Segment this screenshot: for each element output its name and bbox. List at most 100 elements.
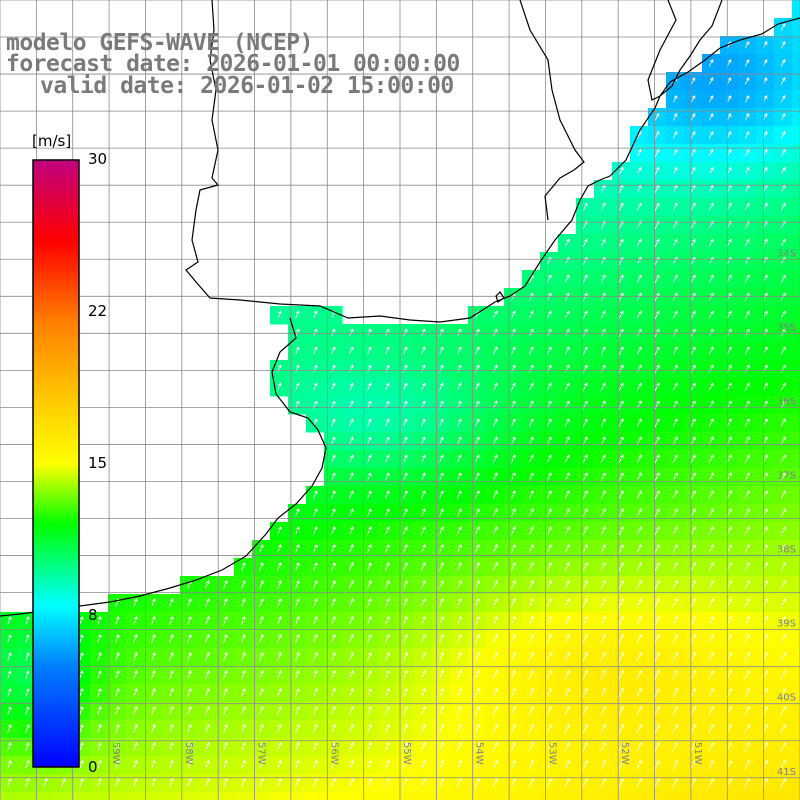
wind-speed-cell <box>504 792 523 800</box>
wind-arrow <box>744 202 750 211</box>
wind-arrow <box>618 598 624 608</box>
wind-arrow <box>186 724 192 734</box>
wind-arrow <box>654 436 660 446</box>
wind-arrow <box>276 310 282 320</box>
wind-arrow <box>456 742 462 752</box>
wind-arrow <box>222 724 228 734</box>
wind-arrow <box>672 490 678 500</box>
wind-arrow <box>708 149 714 157</box>
wind-arrow <box>420 724 426 734</box>
wind-arrow <box>744 418 750 428</box>
wind-arrow <box>348 544 354 554</box>
wind-speed-cell <box>90 792 109 800</box>
wind-arrow <box>204 724 210 734</box>
valid-date: valid date: 2026-01-02 15:00:00 <box>40 73 454 99</box>
wind-arrow <box>240 634 246 644</box>
wind-arrow <box>546 310 552 320</box>
wind-arrow <box>366 616 372 626</box>
wind-arrow <box>312 778 318 788</box>
wind-arrow <box>690 167 696 175</box>
wind-arrow <box>276 544 282 554</box>
wind-arrow <box>96 652 102 662</box>
wind-speed-cell <box>792 252 800 271</box>
wind-arrow <box>474 562 480 572</box>
wind-arrow <box>672 544 678 554</box>
wind-arrow <box>780 59 786 67</box>
wind-arrow <box>492 508 498 518</box>
wind-arrow <box>366 526 372 536</box>
wind-arrow <box>402 490 408 500</box>
wind-arrow <box>366 490 372 500</box>
wind-speed-cell <box>792 432 800 451</box>
wind-arrow <box>726 59 732 67</box>
wind-arrow <box>79 652 84 662</box>
wind-arrow <box>546 616 552 626</box>
wind-arrow <box>510 580 516 590</box>
wind-speed-cell <box>792 36 800 55</box>
wind-speed-cell <box>792 360 800 379</box>
wind-arrow <box>528 490 534 500</box>
wind-arrow <box>582 490 588 500</box>
wind-arrow <box>438 760 444 770</box>
wind-speed-cell <box>792 18 800 37</box>
wind-arrow <box>672 724 678 734</box>
wind-arrow <box>366 778 372 788</box>
wind-arrow <box>240 580 246 590</box>
wind-arrow <box>240 724 246 734</box>
wind-arrow <box>456 778 462 788</box>
wind-arrow <box>438 580 444 590</box>
wind-direction-arrows <box>6 23 786 788</box>
wind-arrow <box>186 742 192 752</box>
latitude-label: 39S <box>777 619 796 630</box>
wind-arrow <box>636 652 642 662</box>
wind-arrow <box>78 760 84 770</box>
wind-arrow <box>636 616 642 626</box>
wind-arrow <box>636 292 642 302</box>
wind-arrow <box>708 113 714 121</box>
wind-arrow <box>654 724 660 734</box>
wind-arrow <box>438 490 444 500</box>
wind-arrow <box>528 436 534 446</box>
wind-arrow <box>222 598 228 608</box>
wind-arrow <box>25 670 30 680</box>
wind-arrow <box>384 364 390 374</box>
wind-arrow <box>618 346 624 356</box>
wind-arrow <box>564 562 570 572</box>
wind-speed-cell <box>288 792 307 800</box>
wind-speed-cell <box>792 486 800 505</box>
wind-arrow <box>690 95 696 103</box>
wind-arrow <box>654 688 660 698</box>
wind-arrow <box>510 526 516 536</box>
wind-arrow <box>402 760 408 770</box>
wind-arrow <box>7 760 12 770</box>
longitude-label: 54W <box>474 742 485 765</box>
wind-arrow <box>330 454 336 464</box>
wind-arrow <box>780 256 786 266</box>
wind-arrow <box>528 598 534 608</box>
wind-arrow <box>600 778 606 788</box>
wind-speed-cell <box>792 54 800 73</box>
wind-arrow <box>330 634 336 644</box>
wind-arrow <box>780 346 786 356</box>
wind-arrow <box>672 454 678 464</box>
wind-arrow <box>564 634 570 644</box>
wind-arrow <box>654 184 660 193</box>
wind-arrow <box>636 167 642 175</box>
wind-arrow <box>168 670 174 680</box>
wind-arrow <box>510 778 516 788</box>
wind-arrow <box>654 598 660 608</box>
wind-arrow <box>582 418 588 428</box>
wind-arrow <box>600 346 606 356</box>
wind-arrow <box>708 238 714 247</box>
wind-arrow <box>672 688 678 698</box>
wind-speed-cell <box>792 774 800 793</box>
wind-arrow <box>708 562 714 572</box>
wind-arrow <box>420 652 426 662</box>
wind-arrow <box>654 149 660 157</box>
wind-arrow <box>546 724 552 734</box>
wind-arrow <box>582 598 588 608</box>
wind-arrow <box>636 670 642 680</box>
wind-arrow <box>240 562 246 572</box>
wind-arrow <box>780 310 786 320</box>
wind-arrow <box>510 508 516 518</box>
